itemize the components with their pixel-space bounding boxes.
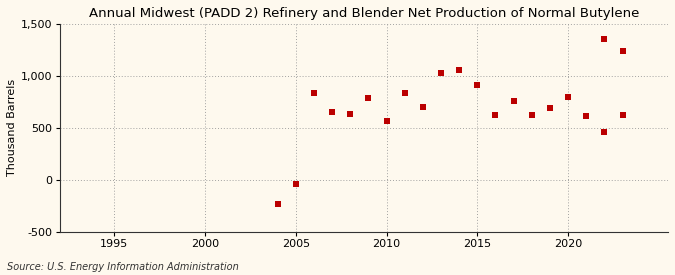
Point [581,114,592,119]
Point [545,106,556,110]
Point [454,68,464,72]
Point [526,113,537,117]
Point [345,112,356,117]
Title: Annual Midwest (PADD 2) Refinery and Blender Net Production of Normal Butylene: Annual Midwest (PADD 2) Refinery and Ble… [88,7,639,20]
Point [435,71,446,75]
Point [599,37,610,42]
Point [417,105,428,109]
Point [617,113,628,117]
Text: Source: U.S. Energy Information Administration: Source: U.S. Energy Information Administ… [7,262,238,272]
Point [363,95,374,100]
Point [472,83,483,87]
Point [381,119,392,123]
Point [599,130,610,134]
Point [290,182,301,186]
Y-axis label: Thousand Barrels: Thousand Barrels [7,79,17,177]
Point [327,110,338,114]
Point [272,202,283,206]
Point [400,90,410,95]
Point [563,95,574,99]
Point [490,113,501,118]
Point [617,49,628,53]
Point [308,90,319,95]
Point [508,99,519,103]
